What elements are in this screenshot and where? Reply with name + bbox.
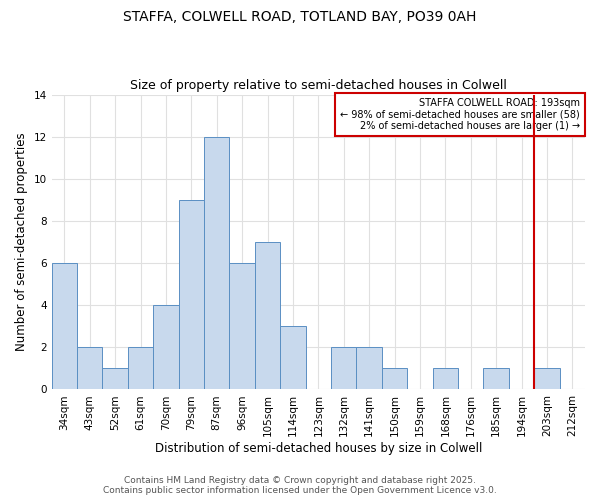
Bar xyxy=(331,348,356,390)
Text: Contains HM Land Registry data © Crown copyright and database right 2025.
Contai: Contains HM Land Registry data © Crown c… xyxy=(103,476,497,495)
X-axis label: Distribution of semi-detached houses by size in Colwell: Distribution of semi-detached houses by … xyxy=(155,442,482,455)
Bar xyxy=(204,136,229,390)
Bar xyxy=(382,368,407,390)
Bar xyxy=(255,242,280,390)
Title: Size of property relative to semi-detached houses in Colwell: Size of property relative to semi-detach… xyxy=(130,79,507,92)
Bar xyxy=(280,326,305,390)
Bar xyxy=(484,368,509,390)
Bar xyxy=(52,263,77,390)
Text: STAFFA COLWELL ROAD: 193sqm
← 98% of semi-detached houses are smaller (58)
2% of: STAFFA COLWELL ROAD: 193sqm ← 98% of sem… xyxy=(340,98,580,130)
Bar xyxy=(179,200,204,390)
Bar xyxy=(534,368,560,390)
Bar xyxy=(356,348,382,390)
Bar xyxy=(153,305,179,390)
Text: STAFFA, COLWELL ROAD, TOTLAND BAY, PO39 0AH: STAFFA, COLWELL ROAD, TOTLAND BAY, PO39 … xyxy=(124,10,476,24)
Bar xyxy=(128,348,153,390)
Bar xyxy=(77,348,103,390)
Y-axis label: Number of semi-detached properties: Number of semi-detached properties xyxy=(15,132,28,352)
Bar xyxy=(433,368,458,390)
Bar xyxy=(103,368,128,390)
Bar xyxy=(229,263,255,390)
